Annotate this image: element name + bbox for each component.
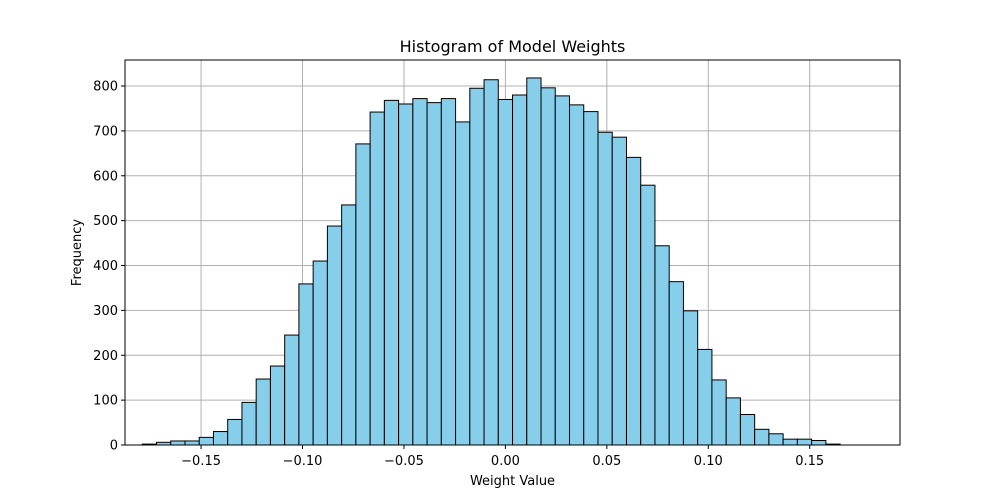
y-tick-label: 700 — [93, 124, 118, 139]
histogram-bar — [597, 131, 613, 446]
x-tick-label: 0.15 — [795, 454, 824, 469]
histogram-bar — [326, 225, 343, 446]
histogram-bar — [341, 204, 357, 446]
y-tick-label: 300 — [93, 304, 118, 319]
y-tick-label: 200 — [93, 349, 118, 364]
y-tick-label: 600 — [93, 169, 118, 184]
histogram-bar — [355, 143, 371, 446]
histogram-bar — [711, 379, 727, 446]
x-tick-label: 0.10 — [694, 454, 723, 469]
histogram-bar — [512, 94, 528, 446]
x-tick-label: −0.10 — [283, 454, 323, 469]
histogram-bar — [170, 440, 186, 446]
histogram-bar — [540, 87, 556, 446]
histogram-bar — [184, 440, 200, 446]
histogram-bar — [682, 310, 699, 446]
histogram-bar — [811, 440, 827, 446]
histogram-bar — [497, 98, 514, 446]
histogram-bar — [739, 413, 756, 446]
plot-frame — [124, 59, 901, 446]
histogram-bar — [412, 98, 428, 446]
y-tick-label: 800 — [93, 80, 118, 95]
histogram-bar — [198, 436, 214, 446]
y-tick-label: 100 — [93, 394, 118, 409]
histogram-bar — [227, 418, 243, 446]
histogram-bar — [312, 260, 328, 446]
histogram-bar — [569, 104, 585, 446]
x-tick-label: −0.05 — [384, 454, 424, 469]
histogram-bar — [725, 397, 741, 446]
histogram-bar — [754, 428, 770, 446]
x-axis-ticks: −0.15 −0.10 −0.05 0.00 0.05 0.10 0.15 — [181, 445, 824, 469]
y-axis-label: Frequency — [70, 219, 85, 286]
histogram-bar — [269, 365, 286, 446]
histogram-bar — [668, 281, 684, 446]
histogram-bar — [697, 348, 713, 446]
histogram-bar — [369, 111, 385, 446]
histogram-bar — [625, 156, 642, 446]
histogram-bar — [212, 431, 229, 446]
histogram-bar — [298, 283, 314, 446]
histogram-bar — [640, 184, 656, 446]
histogram-bar — [426, 102, 442, 446]
histogram-bar — [768, 433, 784, 446]
histogram-bar — [583, 111, 599, 446]
x-tick-label: −0.15 — [181, 454, 221, 469]
histogram-bar — [483, 79, 499, 446]
histogram-bar — [554, 95, 571, 446]
chart-title: Histogram of Model Weights — [400, 37, 626, 56]
histogram-bar — [782, 438, 798, 446]
histogram-bar — [469, 87, 485, 446]
y-tick-label: 400 — [93, 259, 118, 274]
histogram-bar — [241, 401, 257, 446]
y-axis-ticks: 0 100 200 300 400 500 600 700 800 — [93, 80, 125, 454]
histogram-bar — [440, 98, 457, 446]
bars — [141, 77, 841, 446]
y-tick-label: 500 — [93, 214, 118, 229]
x-tick-label: 0.00 — [491, 454, 520, 469]
histogram-bar — [383, 99, 400, 446]
histogram-bar — [255, 378, 271, 446]
histogram-bar — [526, 77, 542, 446]
y-tick-label: 0 — [110, 439, 118, 454]
histogram-bar — [796, 438, 813, 446]
x-axis-label: Weight Value — [470, 474, 555, 489]
x-tick-label: 0.05 — [592, 454, 621, 469]
histogram-bar — [284, 334, 300, 446]
histogram-bar — [455, 121, 471, 446]
histogram-bar — [398, 103, 414, 446]
histogram-bar — [611, 136, 627, 446]
histogram-bar — [654, 245, 670, 446]
